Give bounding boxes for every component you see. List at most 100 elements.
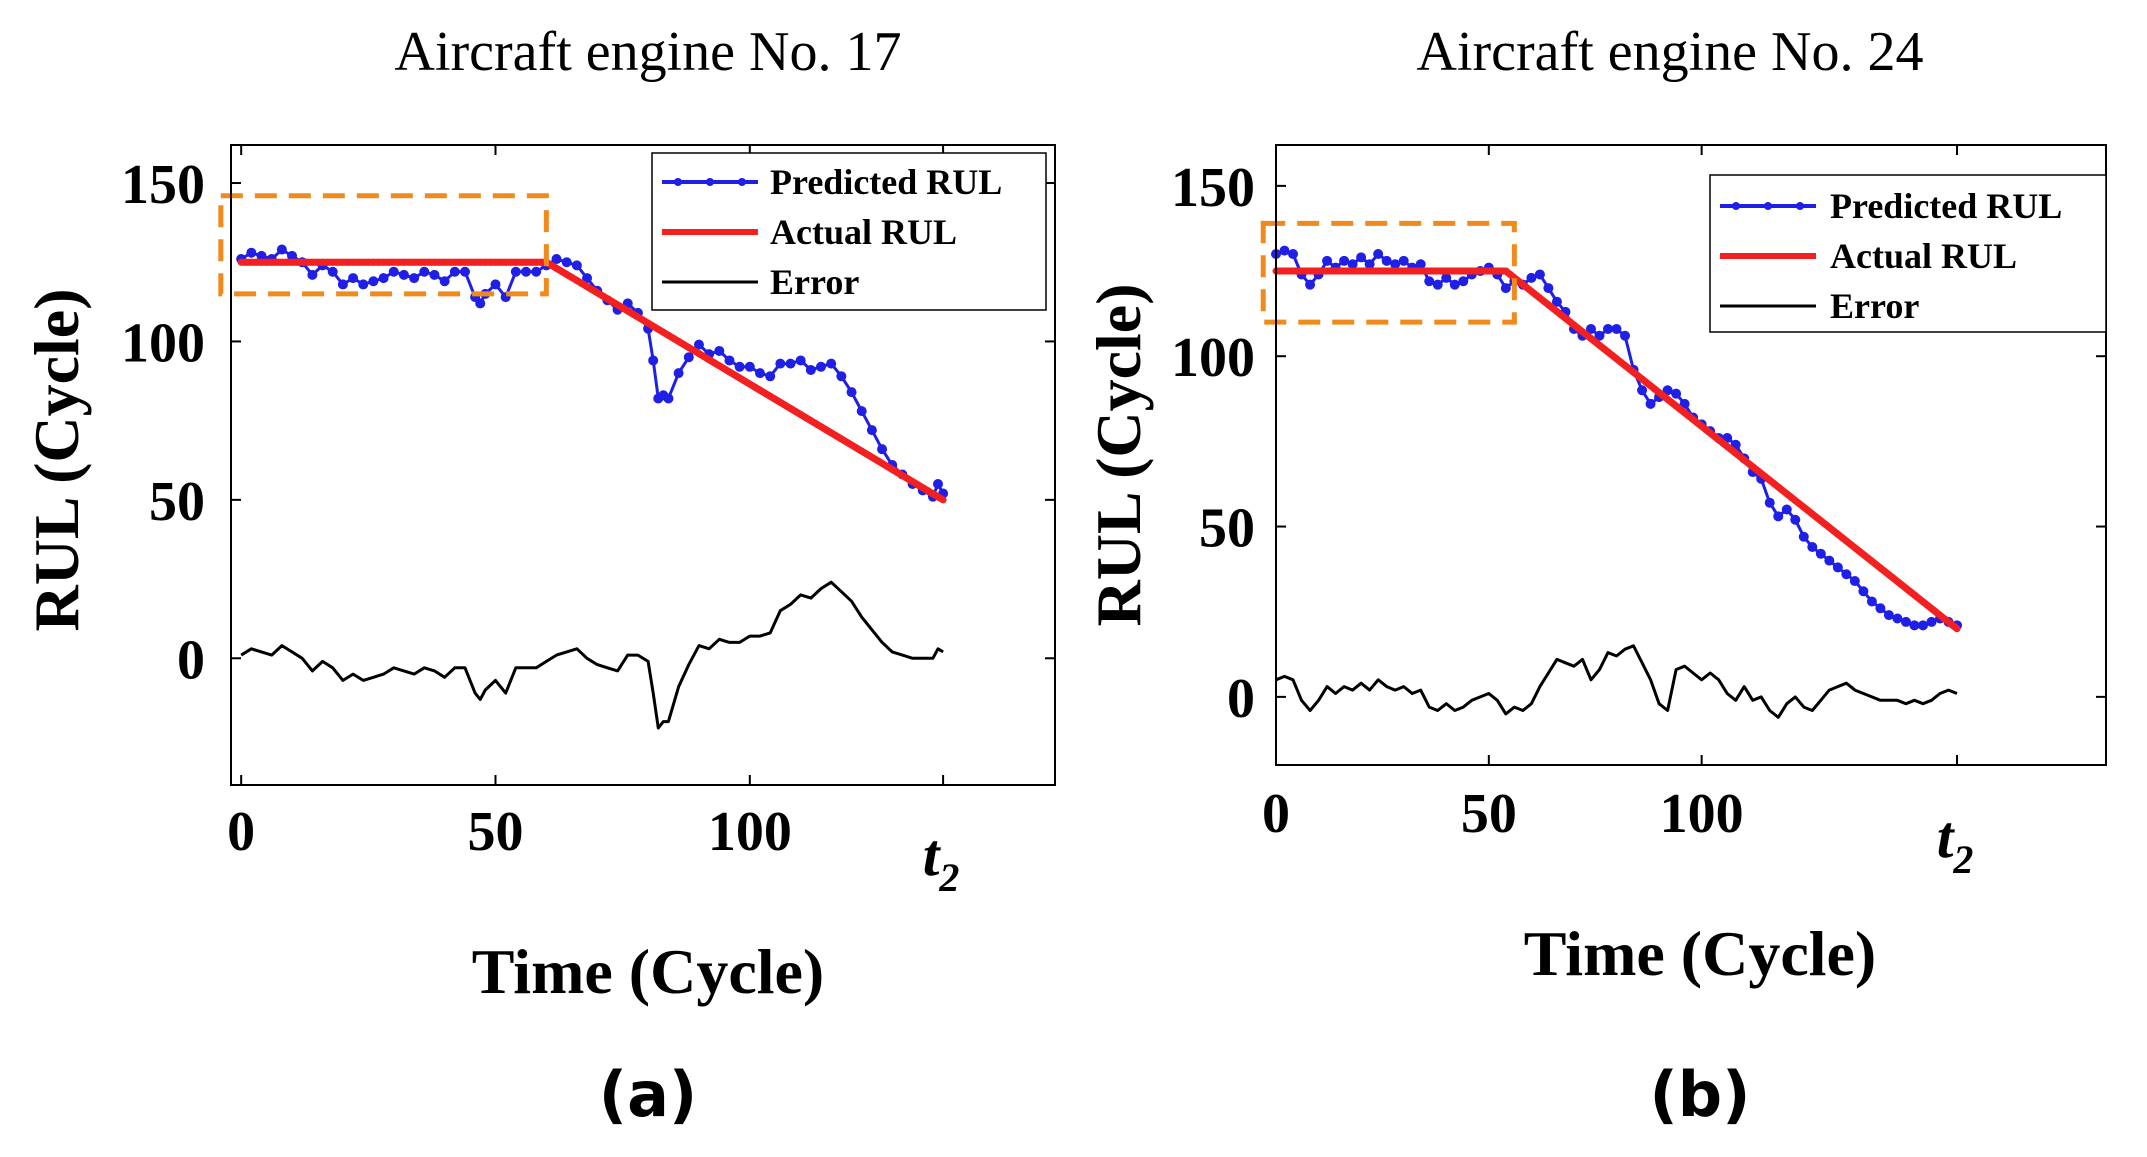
- predicted-point: [1909, 620, 1920, 631]
- predicted-point: [1339, 255, 1350, 266]
- actual-point: [319, 258, 327, 266]
- actual-point: [385, 258, 393, 266]
- x-tick-label-sub: 2: [1952, 837, 1973, 882]
- actual-point: [756, 386, 764, 394]
- actual-point: [349, 258, 357, 266]
- x-tick-label: t2: [923, 822, 960, 900]
- actual-point: [369, 258, 377, 266]
- actual-point: [903, 475, 911, 483]
- actual-point: [731, 371, 739, 379]
- legend-predicted-marker: [1796, 202, 1804, 210]
- actual-point: [298, 258, 306, 266]
- legend-label-actual: Actual RUL: [1830, 236, 2017, 276]
- actual-point: [1953, 625, 1961, 633]
- actual-point: [471, 258, 479, 266]
- predicted-point: [1832, 562, 1843, 573]
- actual-point: [293, 258, 301, 266]
- predicted-point: [1551, 296, 1562, 307]
- actual-point: [787, 404, 795, 412]
- actual-point: [695, 350, 703, 358]
- x-tick-label: 50: [1461, 783, 1517, 845]
- predicted-point: [531, 266, 542, 277]
- actual-point: [720, 365, 728, 373]
- actual-point: [334, 258, 342, 266]
- legend-predicted-marker: [738, 178, 746, 186]
- actual-point: [909, 478, 917, 486]
- actual-point: [497, 258, 505, 266]
- predicted-point: [805, 364, 816, 375]
- actual-point: [934, 493, 942, 501]
- actual-point: [359, 258, 367, 266]
- predicted-point: [1611, 323, 1622, 334]
- x-tick-label: 50: [467, 801, 523, 863]
- actual-point: [288, 258, 296, 266]
- legend-label-error: Error: [1830, 286, 1919, 326]
- x-tick-label: 0: [1262, 783, 1290, 845]
- actual-point: [415, 258, 423, 266]
- actual-point: [659, 328, 667, 336]
- predicted-point: [724, 355, 735, 366]
- predicted-point: [663, 393, 674, 404]
- legend: Predicted RUL Actual RUL Error: [651, 152, 1047, 311]
- predicted-point: [561, 257, 572, 268]
- actual-point: [614, 301, 622, 309]
- predicted-point: [785, 358, 796, 369]
- actual-point: [715, 362, 723, 370]
- predicted-point: [409, 273, 420, 284]
- actual-point: [380, 258, 388, 266]
- x-axis-label: Time (Cycle): [472, 936, 824, 1007]
- predicted-point: [795, 355, 806, 366]
- predicted-point: [1322, 255, 1333, 266]
- predicted-point: [1373, 249, 1384, 260]
- y-axis-label: RUL (Cycle): [21, 288, 92, 631]
- predicted-point: [693, 339, 704, 350]
- predicted-point: [734, 361, 745, 372]
- y-tick-label: 50: [149, 471, 205, 533]
- actual-point: [832, 432, 840, 440]
- predicted-point: [459, 266, 470, 277]
- actual-point: [324, 258, 332, 266]
- predicted-point: [388, 266, 399, 277]
- predicted-point: [368, 276, 379, 287]
- actual-point: [583, 283, 591, 291]
- x-axis-label: Time (Cycle): [1524, 918, 1876, 989]
- actual-point: [344, 258, 352, 266]
- predicted-point: [571, 260, 582, 271]
- predicted-point: [1305, 279, 1316, 290]
- actual-point: [736, 374, 744, 382]
- predicted-point: [1807, 541, 1818, 552]
- actual-point: [705, 356, 713, 364]
- x-tick-label-sub: 2: [938, 855, 959, 900]
- predicted-point: [1526, 272, 1537, 283]
- actual-point: [430, 258, 438, 266]
- y-axis-label: RUL (Cycle): [1083, 283, 1154, 626]
- predicted-point: [429, 269, 440, 280]
- predicted-point: [510, 266, 521, 277]
- actual-point: [639, 316, 647, 324]
- predicted-point: [1534, 269, 1545, 280]
- actual-point: [664, 331, 672, 339]
- predicted-point: [337, 279, 348, 290]
- predicted-point: [1288, 249, 1299, 260]
- predicted-point: [475, 298, 486, 309]
- actual-point: [619, 304, 627, 312]
- y-tick-label: 50: [1199, 498, 1255, 560]
- predicted-point: [419, 266, 430, 277]
- actual-point: [771, 395, 779, 403]
- predicted-point: [358, 279, 369, 290]
- actual-point: [252, 258, 260, 266]
- y-tick-label: 150: [121, 154, 205, 216]
- actual-point: [853, 444, 861, 452]
- predicted-point: [449, 266, 460, 277]
- actual-point: [863, 450, 871, 458]
- actual-point: [608, 298, 616, 306]
- actual-point: [273, 258, 281, 266]
- panel-label: (a): [599, 1058, 698, 1131]
- actual-point: [308, 258, 316, 266]
- actual-point: [761, 389, 769, 397]
- actual-point: [405, 258, 413, 266]
- actual-point: [776, 398, 784, 406]
- tick-labels: 0 50 100 150 0 50 100 t2: [1171, 145, 2106, 882]
- x-tick-label: 100: [708, 801, 792, 863]
- predicted-point: [1815, 548, 1826, 559]
